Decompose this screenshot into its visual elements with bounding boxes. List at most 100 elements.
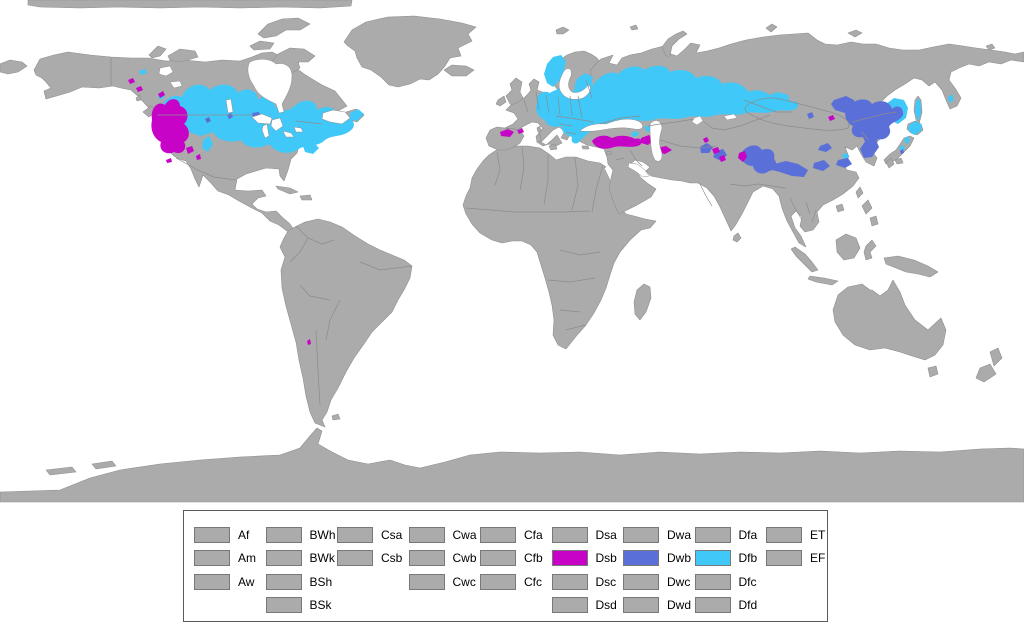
legend-column-b: BWh BWk BSh BSk [265, 523, 338, 621]
legend-item-bwk: BWk [265, 547, 338, 571]
landmass-chukotka-west-wrap [0, 59, 28, 75]
antarctic-islands [45, 460, 117, 476]
hudson-bay [247, 59, 293, 114]
arctic-islands [148, 17, 316, 75]
great-bear-lake [158, 65, 174, 77]
legend-swatch-aw [194, 573, 230, 590]
island-taiwan [855, 186, 864, 199]
mediterranean-islands [535, 125, 613, 156]
legend-swatch-am [194, 550, 230, 567]
great-lakes [251, 113, 304, 139]
legend-code-dsd: Dsd [595, 598, 617, 613]
island-falklands [331, 413, 341, 421]
legend-code-dwb: Dwb [667, 551, 692, 566]
island-svalbard [555, 26, 570, 35]
island-cuba [275, 185, 299, 195]
legend-item-dsb: Dsb [551, 547, 624, 571]
legend-item-cfb: Cfb [480, 547, 552, 571]
lake-balkhash [723, 113, 738, 121]
legend-item-cwb: Cwb [408, 547, 481, 571]
dfb-hokkaido [908, 121, 922, 135]
legend-column-cw: Cwa Cwb Cwc [408, 523, 481, 621]
legend-code-cwb: Cwb [452, 551, 477, 566]
legend-code-am: Am [238, 551, 256, 566]
legend-code-dwc: Dwc [667, 574, 691, 589]
legend-code-dwa: Dwa [667, 527, 692, 542]
lake-winnipeg [225, 98, 234, 114]
legend-swatch-dwd [623, 597, 659, 614]
legend-code-dfb: Dfb [738, 551, 758, 566]
legend-item-dwa: Dwa [623, 523, 695, 547]
island-java [807, 275, 839, 286]
legend-code-dwd: Dwd [667, 598, 692, 613]
climate-legend: Af Am Aw BWh BWk BSh BSk [183, 510, 828, 622]
legend-code-bsk: BSk [309, 598, 332, 613]
legend-item-dwd: Dwd [623, 594, 695, 618]
legend-code-dfd: Dfd [738, 598, 758, 613]
dfb-scandinavia [544, 55, 566, 87]
legend-item-dsd: Dsd [551, 594, 624, 618]
legend-swatch-dfa [694, 526, 731, 543]
legend-swatch-et [766, 526, 802, 543]
islands-new-zealand [975, 347, 1003, 383]
landmass-africa [462, 145, 657, 350]
persian-gulf [627, 162, 650, 178]
country-borders [110, 57, 897, 406]
island-iceland [443, 64, 475, 77]
dwb-tien-shan [700, 143, 713, 153]
landmass-antarctica [0, 427, 1024, 503]
landmasses [0, 0, 1024, 503]
legend-code-cfa: Cfa [524, 527, 543, 542]
aral-sea [691, 115, 704, 126]
legend-code-bwk: BWk [309, 551, 335, 566]
dsb-turkey [592, 135, 642, 149]
legend-swatch-af [194, 526, 230, 543]
dfb-newfoundland [350, 109, 364, 121]
legend-swatch-cwb [408, 550, 445, 567]
island-sri-lanka [732, 232, 742, 243]
legend-item-dfd: Dfd [694, 594, 767, 618]
island-hainan [835, 203, 845, 213]
eurasian-arctic-islands [555, 23, 996, 57]
legend-item-dsc: Dsc [551, 570, 624, 594]
landmass-south-america [279, 218, 413, 428]
legend-column-ds: Dsa Dsb Dsc Dsd [551, 523, 624, 621]
legend-swatch-cwa [408, 526, 445, 543]
legend-column-dw: Dwa Dwb Dwc Dwd [623, 523, 695, 621]
legend-item-csa: Csa [337, 523, 409, 547]
legend-swatch-dsc [551, 573, 588, 590]
legend-item-cwc: Cwc [408, 570, 481, 594]
legend-code-af: Af [238, 527, 250, 542]
legend-code-csa: Csa [381, 527, 403, 542]
legend-item-cfa: Cfa [480, 523, 552, 547]
legend-item-aw: Aw [194, 570, 266, 594]
legend-swatch-bwh [265, 526, 302, 543]
legend-item-dfb: Dfb [694, 547, 767, 571]
legend-item-et: ET [766, 523, 838, 547]
island-ireland [495, 95, 507, 107]
legend-item-am: Am [194, 547, 266, 571]
legend-swatch-dfc [694, 573, 731, 590]
legend-code-bsh: BSh [309, 574, 333, 589]
baltic-sea [558, 68, 591, 100]
island-novaya-zemlya [661, 30, 688, 57]
legend-item-dwb: Dwb [623, 547, 695, 571]
island-borneo [835, 233, 861, 261]
legend-code-cwa: Cwa [452, 527, 477, 542]
legend-swatch-bwk [265, 550, 302, 567]
legend-item-cfc: Cfc [480, 570, 552, 594]
legend-item-dfa: Dfa [694, 523, 767, 547]
legend-item-ef: EF [766, 547, 838, 571]
legend-item-cwa: Cwa [408, 523, 481, 547]
legend-item-csb: Csb [337, 547, 409, 571]
legend-item-dsa: Dsa [551, 523, 624, 547]
legend-code-dsa: Dsa [595, 527, 617, 542]
dwb-baikal-east [831, 96, 854, 113]
dfb-sakhalin [915, 98, 921, 121]
legend-column-cf: Cfa Cfb Cfc [480, 523, 552, 621]
legend-swatch-dfb [694, 550, 731, 567]
legend-item-dfc: Dfc [694, 570, 767, 594]
water-bodies [158, 59, 738, 178]
